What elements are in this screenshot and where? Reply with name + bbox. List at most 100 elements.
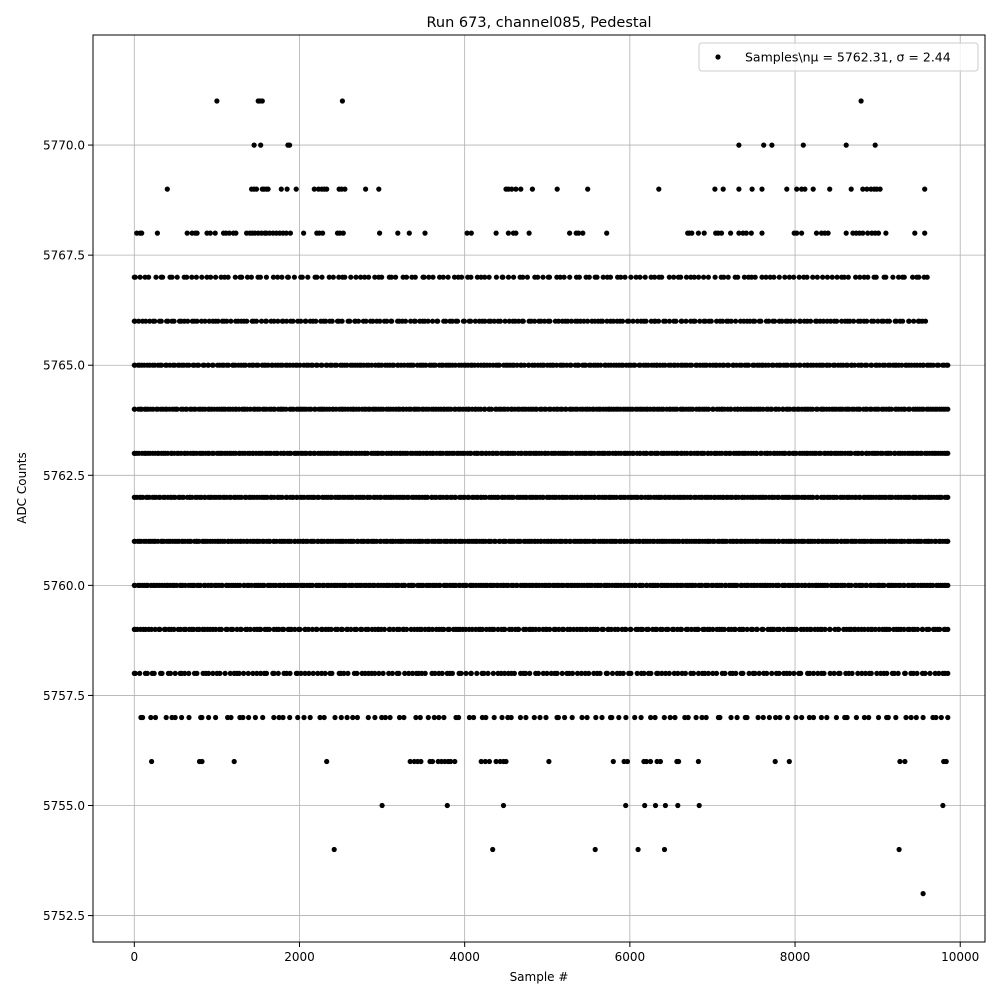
data-point bbox=[254, 670, 260, 677]
data-point bbox=[559, 670, 565, 677]
data-point bbox=[920, 626, 926, 633]
data-point bbox=[864, 582, 870, 589]
data-point bbox=[213, 274, 219, 280]
data-point bbox=[344, 714, 350, 721]
data-point bbox=[502, 318, 508, 324]
data-point bbox=[647, 758, 654, 765]
data-point bbox=[727, 450, 733, 456]
data-point bbox=[131, 538, 137, 544]
data-point bbox=[219, 582, 225, 589]
data-point bbox=[314, 362, 320, 368]
data-point bbox=[348, 626, 354, 633]
data-point bbox=[380, 670, 386, 677]
data-point bbox=[752, 274, 758, 280]
data-point bbox=[261, 582, 267, 589]
data-point bbox=[866, 714, 872, 721]
data-point bbox=[284, 318, 290, 324]
data-point bbox=[793, 714, 799, 721]
data-point bbox=[945, 406, 951, 412]
data-point bbox=[869, 362, 875, 368]
data-point bbox=[520, 274, 526, 280]
data-point bbox=[270, 274, 276, 280]
data-point bbox=[247, 626, 253, 633]
data-point bbox=[464, 230, 470, 236]
data-point bbox=[230, 626, 236, 633]
data-point bbox=[597, 670, 603, 677]
data-point bbox=[395, 230, 401, 236]
data-point bbox=[857, 494, 863, 500]
data-point bbox=[814, 494, 820, 500]
data-point bbox=[485, 670, 491, 677]
data-point bbox=[799, 714, 805, 721]
data-point bbox=[540, 274, 546, 280]
data-point bbox=[493, 274, 499, 280]
data-point bbox=[858, 98, 864, 104]
data-point bbox=[516, 626, 522, 633]
data-point bbox=[496, 362, 502, 368]
data-point bbox=[678, 626, 685, 633]
data-point bbox=[319, 274, 325, 280]
data-point bbox=[540, 494, 546, 500]
data-point bbox=[326, 274, 332, 280]
data-point bbox=[287, 670, 293, 677]
data-point bbox=[710, 626, 716, 633]
data-point bbox=[406, 230, 412, 236]
data-point bbox=[728, 230, 734, 236]
data-point bbox=[807, 670, 813, 677]
data-point bbox=[648, 670, 654, 677]
data-point bbox=[661, 714, 667, 721]
data-point bbox=[517, 538, 523, 544]
data-point bbox=[620, 670, 626, 677]
data-point bbox=[396, 714, 403, 721]
data-point bbox=[800, 142, 806, 148]
data-point bbox=[642, 802, 648, 809]
data-point bbox=[208, 274, 214, 280]
data-point bbox=[665, 626, 671, 633]
data-point bbox=[794, 186, 800, 192]
data-point bbox=[131, 626, 137, 633]
data-point bbox=[305, 626, 312, 633]
data-point bbox=[418, 626, 425, 633]
data-point bbox=[437, 582, 443, 589]
data-point bbox=[305, 274, 311, 280]
data-point bbox=[472, 318, 478, 324]
y-tick-label: 5770.0 bbox=[43, 139, 85, 153]
data-point bbox=[505, 274, 512, 280]
data-point bbox=[402, 670, 408, 677]
data-point bbox=[875, 714, 882, 721]
data-point bbox=[279, 494, 285, 500]
data-point bbox=[253, 318, 260, 324]
data-point bbox=[206, 318, 212, 324]
data-point bbox=[561, 626, 567, 633]
data-point bbox=[301, 714, 307, 721]
data-point bbox=[628, 670, 634, 677]
data-point bbox=[493, 230, 499, 236]
data-point bbox=[207, 230, 213, 236]
legend-marker bbox=[715, 54, 721, 60]
data-point bbox=[490, 670, 496, 677]
data-point bbox=[671, 274, 677, 280]
data-point bbox=[569, 670, 576, 677]
data-point bbox=[754, 626, 760, 633]
data-point bbox=[242, 362, 249, 368]
data-point bbox=[910, 670, 917, 677]
data-point bbox=[224, 626, 230, 633]
data-point bbox=[224, 318, 230, 324]
data-point bbox=[666, 670, 672, 677]
data-point bbox=[446, 626, 452, 633]
data-point bbox=[914, 670, 920, 677]
legend-box bbox=[698, 42, 979, 72]
data-point bbox=[717, 714, 723, 721]
data-point bbox=[728, 406, 734, 412]
data-point bbox=[685, 714, 691, 721]
data-point bbox=[241, 670, 247, 677]
data-point bbox=[131, 450, 137, 456]
data-point bbox=[936, 670, 942, 677]
data-point bbox=[643, 758, 650, 765]
data-point bbox=[722, 670, 728, 677]
data-point bbox=[841, 274, 847, 280]
data-point bbox=[652, 802, 659, 809]
data-point bbox=[776, 538, 782, 544]
data-point bbox=[857, 274, 863, 280]
data-point bbox=[301, 230, 307, 236]
